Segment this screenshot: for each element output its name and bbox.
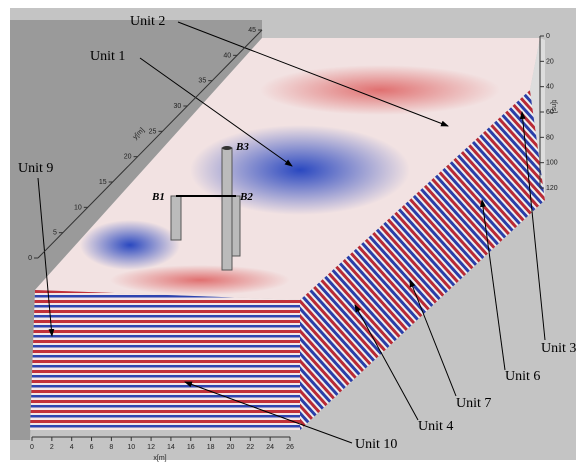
annotation-label: Unit 3: [541, 341, 576, 356]
annotation-label: Unit 9: [18, 161, 53, 176]
y-tick-label: 30: [174, 103, 182, 110]
y-tick-label: 10: [74, 204, 82, 211]
x-tick-label: 8: [109, 444, 113, 451]
borehole: [171, 196, 181, 240]
t-tick-label: 40: [546, 84, 554, 91]
annotation-label: Unit 7: [456, 396, 491, 411]
y-tick-label: 25: [149, 128, 157, 135]
y-tick-label: 40: [223, 52, 231, 59]
y-tick-label: 0: [28, 255, 32, 262]
x-tick-label: 26: [286, 444, 294, 451]
x-tick-label: 6: [90, 444, 94, 451]
page: {"labels": ["Unit 1", "Unit 2", "Unit 3"…: [0, 0, 581, 468]
texture: [260, 65, 500, 115]
x-axis-title: x[m]: [153, 455, 166, 462]
annotation-label: Unit 6: [505, 369, 540, 384]
t-tick-label: 80: [546, 134, 554, 141]
t-axis-title: t[ns]: [550, 100, 557, 113]
annotation-label: Unit 10: [355, 437, 397, 452]
borehole-label: B1: [151, 191, 165, 203]
figure: B1 B2 B3 Unit 1 Unit 2 Unit 3 Unit 4 Unit 6 U…: [0, 0, 581, 468]
x-tick-label: 18: [207, 444, 215, 451]
x-tick-label: 10: [127, 444, 135, 451]
x-tick-label: 24: [266, 444, 274, 451]
y-tick-label: 15: [99, 179, 107, 186]
y-tick-label: 35: [198, 78, 206, 85]
t-tick-label: 20: [546, 58, 554, 65]
x-tick-label: 0: [30, 444, 34, 451]
x-tick-label: 20: [227, 444, 235, 451]
x-tick-label: 12: [147, 444, 155, 451]
x-tick-label: 14: [167, 444, 175, 451]
t-tick-label: 120: [546, 185, 558, 192]
texture: [110, 265, 290, 295]
t-tick-label: 0: [546, 33, 550, 40]
borehole: [232, 196, 240, 256]
annotation-label: Unit 4: [418, 419, 453, 434]
borehole: [222, 148, 232, 270]
y-tick-label: 20: [124, 154, 132, 161]
x-tick-label: 4: [70, 444, 74, 451]
t-tick-label: 100: [546, 160, 558, 167]
borehole-label: B3: [235, 141, 249, 153]
y-tick-label: 5: [53, 230, 57, 237]
annotation-label: Unit 1: [90, 49, 125, 64]
texture: [80, 220, 180, 270]
x-tick-label: 22: [246, 444, 254, 451]
borehole-top: [222, 146, 232, 150]
x-tick-label: 2: [50, 444, 54, 451]
annotation-label: Unit 2: [130, 14, 165, 29]
borehole-label: B2: [239, 191, 253, 203]
x-tick-label: 16: [187, 444, 195, 451]
y-tick-label: 45: [248, 27, 256, 34]
